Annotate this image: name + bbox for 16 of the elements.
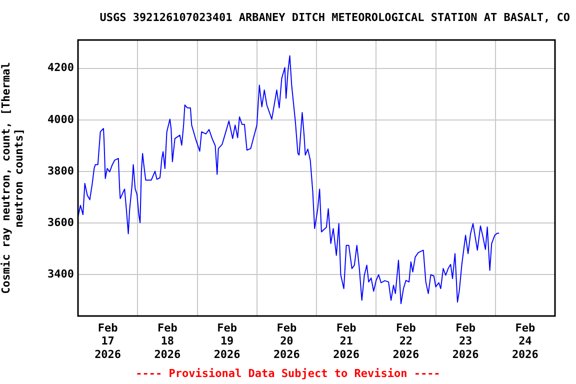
x-tick-label: Feb 21 2026 — [333, 321, 360, 361]
chart-title: USGS 392126107023401 ARBANEY DITCH METEOROLOGICAL STATION AT BASALT, CO — [98, 11, 571, 24]
y-tick-label: 4200 — [48, 61, 74, 74]
x-tick-label: Feb 23 2026 — [452, 321, 480, 361]
y-tick-label: 3800 — [48, 164, 74, 178]
x-tick-label: Feb 18 2026 — [154, 321, 182, 361]
y-tick-label: 4000 — [48, 112, 74, 126]
x-tick-label: Feb 24 2026 — [512, 321, 539, 361]
x-tick-label: Feb 22 2026 — [392, 321, 420, 361]
y-tick-label: 3600 — [48, 216, 74, 229]
y-axis-title: Cosmic ray neutron, count, [Thermal neutron counts] — [0, 62, 26, 294]
x-tick-label: Feb 19 2026 — [214, 321, 241, 361]
x-tick-label: Feb 20 2026 — [273, 321, 300, 361]
text: ---- Provisional Data Subject to Revision ---- — [134, 367, 442, 380]
x-tick-label: Feb 17 2026 — [94, 321, 122, 361]
y-tick-label: 3400 — [48, 268, 74, 281]
